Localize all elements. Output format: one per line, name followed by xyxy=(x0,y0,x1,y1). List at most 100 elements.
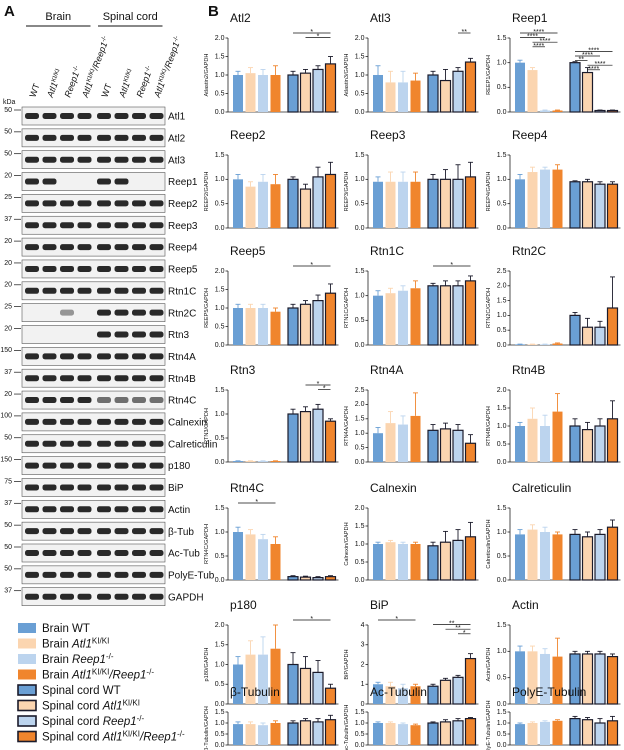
y-axis-label: BiP/GAPDH xyxy=(344,649,350,679)
chart-title: Rtn4A xyxy=(370,363,403,377)
blot-band xyxy=(97,397,111,404)
blot-band xyxy=(97,593,111,600)
y-tick-label: 1.0 xyxy=(355,541,365,548)
y-tick-label: 0.5 xyxy=(497,441,507,448)
marker-label: 50 xyxy=(4,522,12,529)
bar xyxy=(258,75,268,112)
blot-band xyxy=(25,484,39,491)
y-axis-label: RTN3/GAPDH xyxy=(204,408,210,444)
blot-band xyxy=(132,397,146,404)
bar xyxy=(398,544,408,580)
blot-band xyxy=(42,418,57,425)
marker-label: 37 xyxy=(4,500,12,507)
bar xyxy=(287,576,299,581)
bar xyxy=(258,308,268,345)
text-segment: -/- xyxy=(171,35,180,43)
y-tick-label: 0.5 xyxy=(355,559,365,566)
blot-band xyxy=(42,265,57,272)
y-tick-label: 2.0 xyxy=(497,387,507,394)
protein-label: Calreticulin xyxy=(168,439,217,450)
text-segment: -/- xyxy=(146,667,154,676)
blot-band xyxy=(77,134,92,141)
bar xyxy=(540,653,550,704)
text-segment: KI/KI xyxy=(123,698,140,707)
blot-band xyxy=(97,440,111,447)
y-tick-label: 1.0 xyxy=(497,529,507,536)
text-segment: Brain xyxy=(42,654,72,666)
text-segment: Spinal cord xyxy=(42,732,103,744)
bar xyxy=(385,293,396,345)
y-tick-label: 1.5 xyxy=(497,297,507,304)
text-segment: -/- xyxy=(137,714,145,723)
blot-band xyxy=(60,440,74,447)
bar xyxy=(324,420,337,463)
marker-label: 20 xyxy=(4,260,12,267)
y-axis-label: RTN2C/GAPDH xyxy=(486,288,492,328)
blot-strip xyxy=(21,194,166,213)
blot-band xyxy=(42,571,57,578)
blot-band xyxy=(114,222,129,229)
y-tick-label: 0.5 xyxy=(497,731,507,738)
bar xyxy=(410,544,421,580)
blot-strip xyxy=(21,325,166,344)
y-tick-label: 2.0 xyxy=(355,505,365,512)
y-tick-label: 0.0 xyxy=(215,577,225,584)
y-axis-label: Ac-Tubulin/GAPDH xyxy=(344,705,350,750)
blot-band xyxy=(97,222,111,229)
bar xyxy=(569,314,581,346)
y-tick-label: 0.5 xyxy=(355,731,365,738)
blot-band xyxy=(149,156,164,163)
bar xyxy=(287,413,299,463)
significance-label: * xyxy=(317,34,320,41)
blot-band xyxy=(149,287,164,294)
y-tick-label: 1.0 xyxy=(497,60,507,67)
bar xyxy=(258,461,268,462)
bar xyxy=(398,724,408,745)
legend-label: Brain Atl1KI/KI/Reep1-/- xyxy=(42,667,154,682)
text-segment: KI/KI xyxy=(92,667,109,676)
bar xyxy=(552,656,563,704)
blot-band xyxy=(60,418,74,425)
bar xyxy=(270,544,281,580)
blot-band xyxy=(149,222,164,229)
y-tick-label: 2.5 xyxy=(355,387,365,394)
text-segment: Brain xyxy=(42,670,72,682)
bar xyxy=(287,722,299,746)
blot-strip xyxy=(21,543,166,563)
bar xyxy=(258,181,268,228)
blot-band xyxy=(114,440,129,447)
bar xyxy=(569,717,581,746)
bar xyxy=(515,651,525,704)
panel-label: B xyxy=(208,3,219,20)
chart-title: Atl2 xyxy=(230,11,251,25)
protein-label: β-Tub xyxy=(168,527,194,538)
bar xyxy=(594,183,606,229)
blot-band xyxy=(132,506,146,513)
y-tick-label: 1.5 xyxy=(355,416,365,423)
y-tick-label: 1.5 xyxy=(497,505,507,512)
blot-band xyxy=(42,156,57,163)
blot-band xyxy=(97,265,111,272)
blot-band xyxy=(60,353,74,360)
text-segment: -/- xyxy=(99,35,108,43)
marker-label: 150 xyxy=(0,456,12,463)
marker-label: 50 xyxy=(4,107,12,114)
legend-swatch xyxy=(18,654,36,664)
blot-band xyxy=(114,462,129,469)
chart-title: Rtn2C xyxy=(512,244,546,258)
blot-strip xyxy=(21,368,166,388)
y-tick-label: 1.0 xyxy=(215,72,225,79)
text-segment: /Reep1 xyxy=(108,670,146,682)
blot-band xyxy=(77,593,92,600)
blot-band xyxy=(132,200,146,207)
legend-label: Spinal cord Atl1KI/KI/Reep1-/- xyxy=(42,729,185,744)
blot-band xyxy=(132,571,146,578)
blot-band xyxy=(97,331,111,338)
blot-band xyxy=(97,178,111,185)
y-tick-label: 0.0 xyxy=(355,577,365,584)
blot-band xyxy=(132,462,146,469)
bar xyxy=(312,68,324,113)
blot-band xyxy=(132,418,146,425)
bar xyxy=(233,724,243,745)
blot-band xyxy=(97,113,111,119)
